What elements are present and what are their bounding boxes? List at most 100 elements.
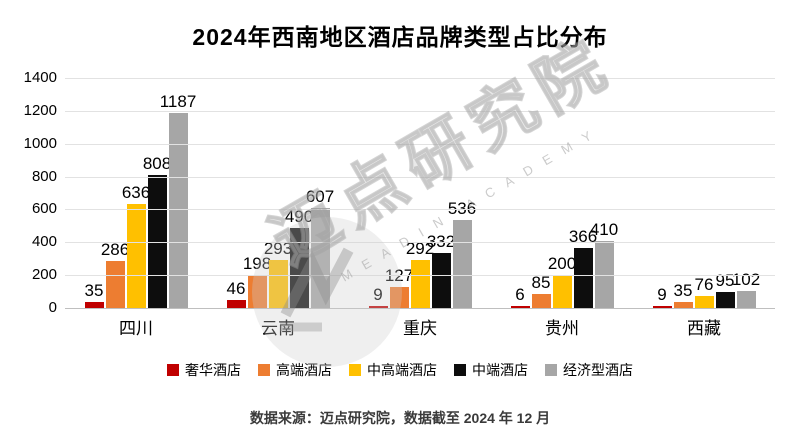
bar-slot: 76 [694,276,714,308]
bar-slot: 198 [243,255,271,308]
y-axis-label: 200 [31,266,57,284]
bar-value-label: 292 [405,239,435,259]
bar-value-label: 95 [715,271,735,291]
legend-label: 中端酒店 [472,362,528,378]
legend-swatch [349,364,361,376]
bar-slot: 332 [427,233,455,308]
bar-slot: 293 [264,240,292,308]
bar-value-label: 35 [84,281,104,301]
bar-value-label: 200 [547,254,577,274]
bar [652,306,672,308]
legend-swatch [167,364,179,376]
bar-slot: 410 [590,221,618,308]
bar [573,247,593,308]
legend-label: 奢华酒店 [185,362,241,378]
bar [431,253,451,308]
bar [368,306,388,308]
bar [168,113,188,308]
bar [410,260,430,308]
bar-groups: 35 286 636 808 1187 46 198 293 490 607 9 127 292 332 5… [65,78,775,308]
bar-value-label: 607 [305,187,335,207]
y-axis-label: 0 [48,299,57,316]
gridline [65,110,775,112]
bar [105,261,125,308]
bar-group: 35 286 636 808 1187 [65,78,207,308]
bar-value-label: 286 [100,240,130,260]
bar [389,287,409,308]
x-axis-label: 云南 [261,319,295,338]
bar-value-label: 76 [694,274,714,294]
bar-slot: 9 [368,286,388,308]
bar-value-label: 293 [263,238,293,258]
bar-slot: 46 [226,280,246,308]
gridline [65,176,775,178]
bar-slot: 490 [285,208,313,308]
bar-value-label: 85 [531,273,551,293]
bar-value-label: 6 [515,285,525,304]
bar-slot: 1187 [160,93,196,308]
legend-swatch [258,364,270,376]
gridline [65,209,775,211]
bar-group: 9 127 292 332 536 [349,78,491,308]
y-axis-label: 1400 [23,69,57,86]
bar [289,227,309,308]
bar-value-label: 808 [142,154,172,174]
bar-value-label: 35 [673,281,693,301]
bar-value-label: 332 [426,232,456,252]
bar-slot: 127 [385,267,413,308]
bar [673,302,693,308]
bar-slot: 607 [306,188,334,308]
bar-slot: 200 [548,255,576,308]
legend: 奢华酒店 高端酒店 中高端酒店 中端酒店 经济型酒店 [0,360,800,380]
bar [736,291,756,308]
bar-value-label: 198 [242,254,272,274]
legend-item: 中端酒店 [454,360,528,380]
bar-slot: 35 [84,282,104,308]
bar-value-label: 636 [121,182,151,202]
bar [510,306,530,308]
bar [715,292,735,308]
legend-item: 奢华酒店 [167,360,241,380]
bar [531,294,551,308]
gridline [65,308,775,309]
legend-item: 经济型酒店 [545,360,633,380]
gridline [65,242,775,244]
bar-group: 6 85 200 366 410 [491,78,633,308]
y-axis-label: 1000 [23,134,57,152]
y-axis-label: 400 [31,233,57,251]
legend-swatch [454,364,466,376]
bar-slot: 95 [715,272,735,308]
gridline [65,143,775,145]
y-axis-label: 800 [31,167,57,185]
bar-value-label: 366 [568,226,598,246]
bar [226,300,246,308]
chart-title: 2024年西南地区酒店品牌类型占比分布 [192,24,608,50]
bar-slot: 536 [448,200,476,308]
bar-value-label: 1187 [159,92,197,111]
bar-value-label: 9 [373,285,383,304]
x-axis-label: 重庆 [403,319,437,338]
gridline [65,78,775,79]
legend-item: 中高端酒店 [349,360,437,380]
bar-group: 9 35 76 95 102 [633,78,775,308]
legend-label: 经济型酒店 [563,362,633,378]
bar-value-label: 536 [447,198,477,218]
bar [268,259,288,308]
source-note: 数据来源：迈点研究院，数据截至 2024 年 12 月 [249,410,551,426]
y-axis-label: 600 [31,200,57,218]
bar [147,175,167,308]
bar [694,295,714,308]
legend-label: 高端酒店 [276,362,332,378]
bar-group: 46 198 293 490 607 [207,78,349,308]
legend-swatch [545,364,557,376]
bar [310,208,330,308]
bar-value-label: 46 [226,279,246,299]
bar-value-label: 490 [284,206,314,226]
bar-slot: 9 [652,286,672,308]
bar-slot: 292 [406,240,434,308]
bar-slot: 85 [531,274,551,308]
bar [247,275,267,308]
bar-slot: 286 [101,241,129,308]
bar-slot: 636 [122,184,150,308]
bar-slot: 808 [143,155,171,308]
